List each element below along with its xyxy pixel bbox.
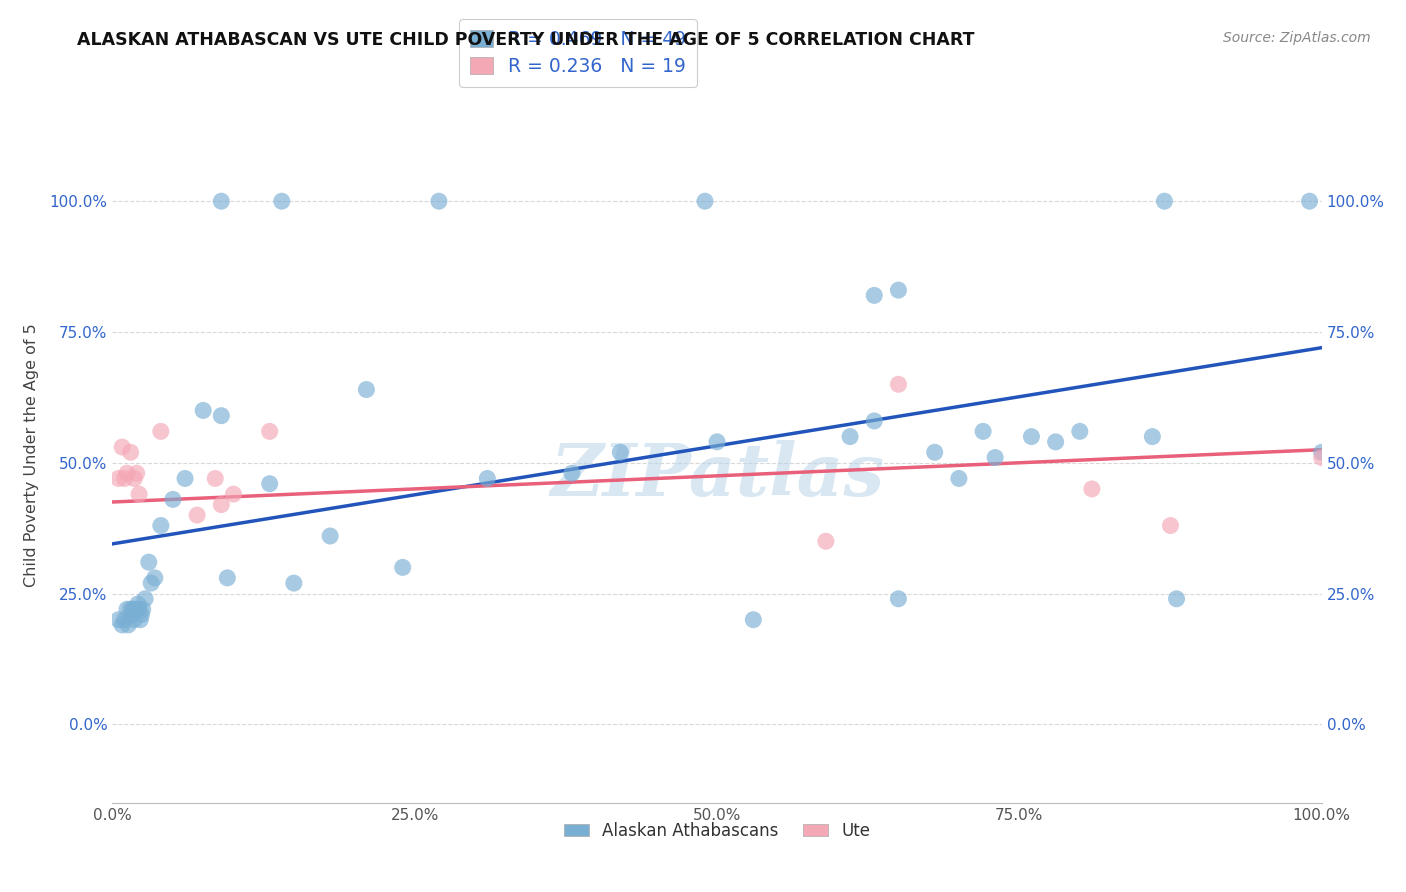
Point	[984, 450, 1007, 465]
Point	[742, 613, 765, 627]
Point	[114, 471, 136, 485]
Point	[887, 591, 910, 606]
Text: ALASKAN ATHABASCAN VS UTE CHILD POVERTY UNDER THE AGE OF 5 CORRELATION CHART: ALASKAN ATHABASCAN VS UTE CHILD POVERTY …	[77, 31, 974, 49]
Point	[887, 283, 910, 297]
Point	[863, 288, 886, 302]
Point	[706, 434, 728, 449]
Point	[1142, 429, 1164, 443]
Point	[1069, 425, 1091, 439]
Point	[107, 613, 129, 627]
Point	[477, 471, 499, 485]
Point	[125, 602, 148, 616]
Point	[127, 597, 149, 611]
Point	[1045, 434, 1067, 449]
Point	[356, 383, 378, 397]
Point	[283, 576, 305, 591]
Point	[117, 618, 139, 632]
Point	[125, 467, 148, 481]
Point	[149, 518, 172, 533]
Point	[222, 487, 245, 501]
Point	[217, 571, 239, 585]
Point	[259, 425, 281, 439]
Point	[115, 602, 138, 616]
Point	[124, 602, 146, 616]
Point	[128, 602, 150, 616]
Point	[259, 476, 281, 491]
Point	[120, 445, 142, 459]
Point	[814, 534, 837, 549]
Point	[924, 445, 946, 459]
Point	[204, 471, 226, 485]
Point	[115, 467, 138, 481]
Point	[1021, 429, 1043, 443]
Point	[111, 618, 134, 632]
Point	[122, 613, 145, 627]
Point	[191, 403, 214, 417]
Point	[121, 607, 143, 622]
Point	[1166, 591, 1188, 606]
Point	[186, 508, 208, 522]
Text: ZIPatlas: ZIPatlas	[550, 441, 884, 511]
Point	[270, 194, 292, 209]
Point	[132, 602, 155, 616]
Point	[972, 425, 994, 439]
Point	[162, 492, 184, 507]
Point	[209, 194, 232, 209]
Point	[129, 613, 152, 627]
Point	[887, 377, 910, 392]
Point	[839, 429, 862, 443]
Point	[141, 576, 163, 591]
Point	[863, 414, 886, 428]
Point	[138, 555, 160, 569]
Point	[319, 529, 342, 543]
Point	[609, 445, 631, 459]
Point	[1153, 194, 1175, 209]
Point	[128, 487, 150, 501]
Point	[107, 471, 129, 485]
Y-axis label: Child Poverty Under the Age of 5: Child Poverty Under the Age of 5	[24, 323, 38, 587]
Point	[114, 613, 136, 627]
Point	[134, 591, 156, 606]
Point	[149, 425, 172, 439]
Text: Source: ZipAtlas.com: Source: ZipAtlas.com	[1223, 31, 1371, 45]
Point	[174, 471, 197, 485]
Point	[1310, 450, 1333, 465]
Point	[1081, 482, 1104, 496]
Point	[391, 560, 413, 574]
Legend: Alaskan Athabascans, Ute: Alaskan Athabascans, Ute	[557, 815, 877, 847]
Point	[143, 571, 166, 585]
Point	[1298, 194, 1320, 209]
Point	[111, 440, 134, 454]
Point	[209, 409, 232, 423]
Point	[1310, 445, 1333, 459]
Point	[122, 471, 145, 485]
Point	[209, 498, 232, 512]
Point	[131, 607, 153, 622]
Point	[427, 194, 450, 209]
Point	[561, 467, 583, 481]
Point	[120, 602, 142, 616]
Point	[122, 602, 145, 616]
Point	[1159, 518, 1181, 533]
Point	[693, 194, 716, 209]
Point	[948, 471, 970, 485]
